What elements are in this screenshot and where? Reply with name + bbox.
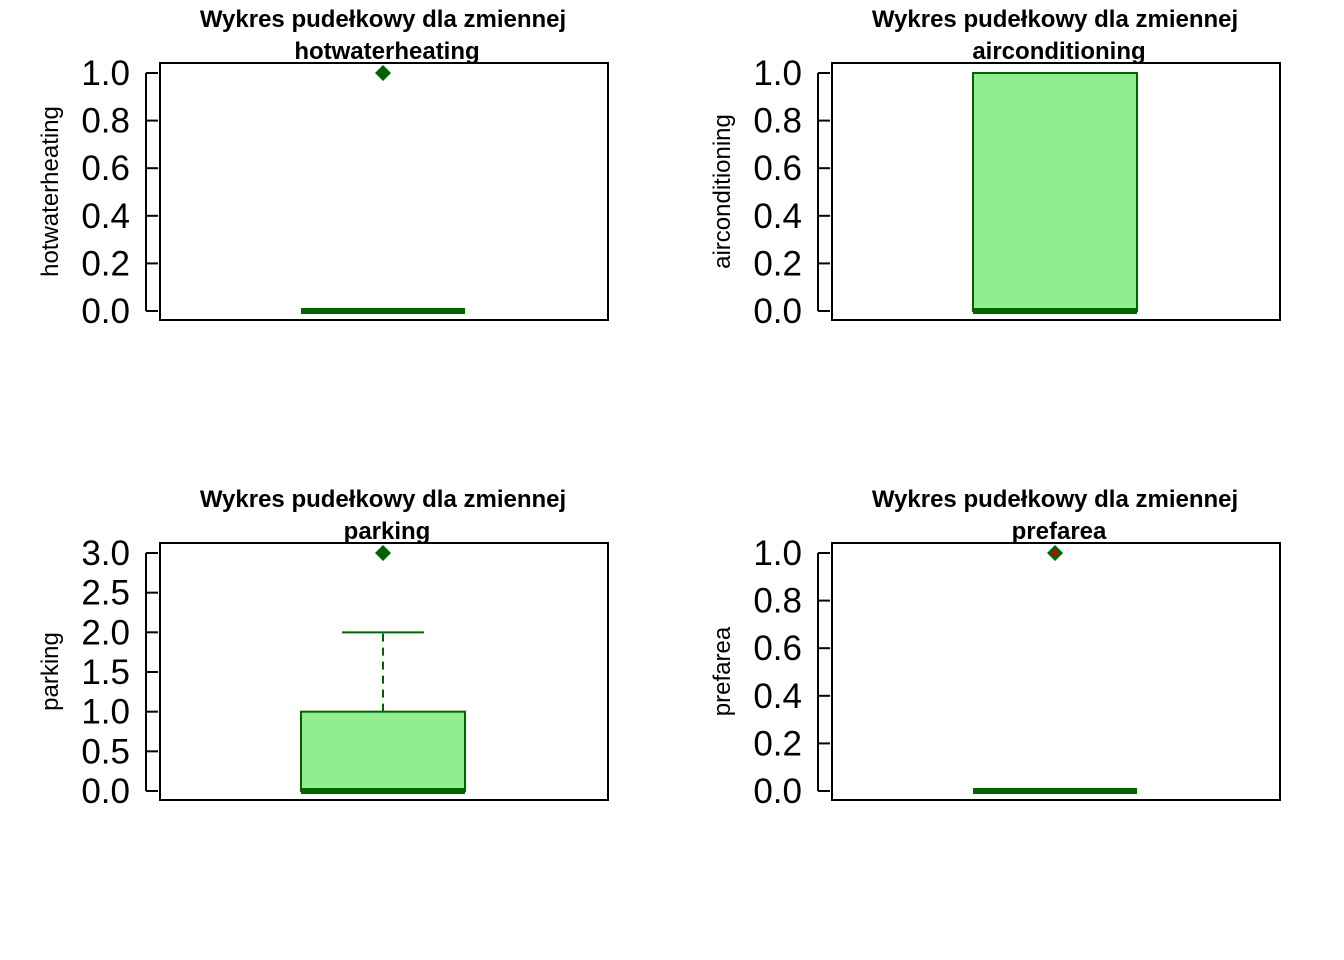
outlier-center-dot — [1052, 550, 1058, 556]
y-tick-label: 3.0 — [81, 534, 130, 573]
chart-title-line2: hotwaterheating — [294, 38, 479, 65]
plot-frame — [831, 62, 1281, 321]
y-tick-label: 0.8 — [753, 582, 802, 621]
y-tick-label: 0.2 — [753, 724, 802, 763]
y-tick-label: 0.2 — [81, 244, 130, 283]
y-tick-label: 0.8 — [81, 102, 130, 141]
y-tick-label: 0.4 — [753, 197, 802, 236]
y-tick-label: 0.5 — [81, 732, 130, 771]
boxplot-panel-parking: Wykres pudełkowy dla zmiennej parking 0.00… — [37, 486, 609, 811]
y-tick-label: 0.8 — [753, 102, 802, 141]
box-iqr — [300, 710, 466, 793]
boxplot-panel-prefarea: Wykres pudełkowy dla zmiennej prefarea 0.0… — [709, 486, 1281, 811]
y-tick-label: 0.6 — [753, 149, 802, 188]
outlier-point — [375, 545, 391, 561]
plot-frame — [831, 542, 1281, 801]
plot-frame — [159, 542, 609, 801]
y-tick-label: 0.0 — [81, 772, 130, 811]
chart-title-line2: parking — [344, 518, 431, 545]
chart-title-line1: Wykres pudełkowy dla zmiennej — [200, 486, 566, 513]
chart-title-line2: prefarea — [1012, 518, 1107, 545]
y-axis-label: parking — [37, 632, 64, 711]
y-axis-label: prefarea — [709, 626, 736, 716]
chart-title-line2: airconditioning — [972, 38, 1145, 65]
chart-title-line1: Wykres pudełkowy dla zmiennej — [872, 6, 1238, 33]
y-tick-label: 0.2 — [753, 244, 802, 283]
outlier-point — [375, 65, 391, 81]
y-tick-label: 1.0 — [81, 693, 130, 732]
y-tick-label: 0.0 — [753, 772, 802, 811]
y-tick-label: 1.0 — [753, 54, 802, 93]
y-tick-label: 0.6 — [753, 629, 802, 668]
plot-frame — [159, 62, 609, 321]
y-axis-label: hotwaterheating — [37, 106, 64, 277]
y-tick-label: 0.0 — [753, 292, 802, 331]
y-tick-label: 0.4 — [81, 197, 130, 236]
y-tick-label: 0.0 — [81, 292, 130, 331]
y-tick-label: 0.6 — [81, 149, 130, 188]
y-axis-label: airconditioning — [709, 114, 736, 269]
y-tick-label: 1.0 — [753, 534, 802, 573]
y-tick-label: 0.4 — [753, 677, 802, 716]
y-tick-label: 1.5 — [81, 653, 130, 692]
y-tick-label: 2.5 — [81, 574, 130, 613]
chart-title-line1: Wykres pudełkowy dla zmiennej — [872, 486, 1238, 513]
boxplot-panel-hotwaterheating: Wykres pudełkowy dla zmiennej hotwaterhea… — [37, 6, 609, 331]
y-tick-label: 2.0 — [81, 613, 130, 652]
y-tick-label: 1.0 — [81, 54, 130, 93]
box-iqr — [972, 72, 1138, 312]
chart-title-line1: Wykres pudełkowy dla zmiennej — [200, 6, 566, 33]
boxplot-panel-airconditioning: Wykres pudełkowy dla zmiennej airconditio… — [709, 6, 1281, 331]
